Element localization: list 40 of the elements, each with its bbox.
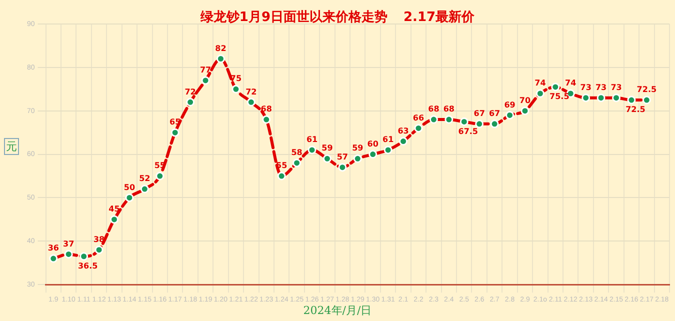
data-label: 61 [306,135,318,144]
data-label: 67 [488,108,500,118]
data-label: 50 [124,182,136,192]
data-label: 69 [504,100,516,110]
data-label: 59 [352,144,364,153]
data-label: 58 [291,148,303,158]
data-label: 82 [215,44,226,53]
x-axis-title: 2024年/月/日 [302,303,373,318]
data-label: 72 [184,87,196,96]
data-label: 63 [398,126,409,136]
chart-title: 绿龙钞1月9日面世以来价格走势 [200,10,388,25]
data-label: 67.5 [458,126,478,136]
chart-subtitle: 2.17最新价 [404,10,475,25]
data-label: 75.5 [550,92,570,102]
data-label: 52 [139,174,150,184]
data-label: 68 [260,104,272,114]
data-label: 74 [534,78,546,88]
data-label: 72.5 [636,85,657,94]
data-label: 45 [108,204,120,214]
data-label: 68 [428,104,440,114]
data-label: 67 [474,108,485,118]
data-label: 36 [48,244,60,253]
y-axis-title: 元 [4,138,19,155]
data-label: 59 [322,144,334,153]
data-label: 73 [580,82,592,92]
data-label: 66 [412,113,424,122]
data-label: 60 [367,139,379,148]
data-label: 72 [246,87,257,96]
data-label: 74 [565,78,577,88]
data-label: 37 [63,239,74,248]
data-label: 68 [443,104,455,114]
data-label: 77 [200,66,212,75]
data-label: 73 [610,82,622,92]
data-label: 36.5 [78,261,98,270]
data-label: 75 [230,74,242,84]
data-label: 72.5 [626,105,646,114]
data-label: 73 [595,82,607,92]
data-label: 57 [336,152,348,162]
data-label: 61 [382,135,394,144]
data-label: 70 [519,96,531,105]
